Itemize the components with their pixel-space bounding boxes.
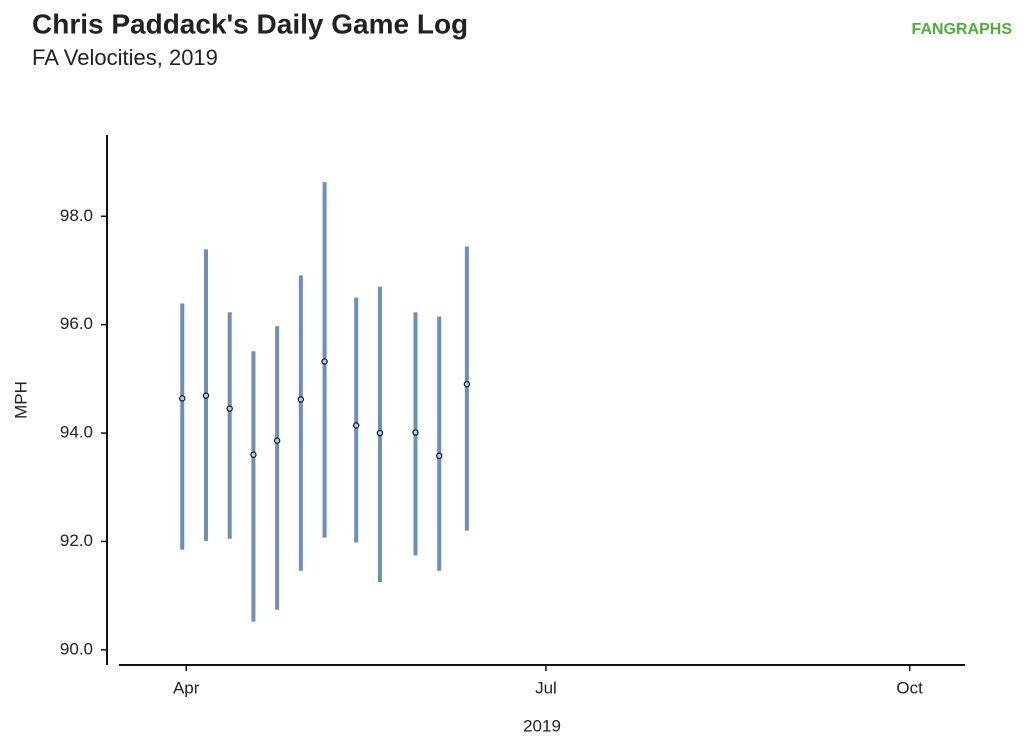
logo: FANGRAPHS bbox=[912, 21, 1013, 38]
chart-title: Chris Paddack's Daily Game Log bbox=[32, 8, 468, 39]
x-tick-label: Jul bbox=[535, 678, 557, 697]
mean-point bbox=[463, 381, 471, 388]
mean-point bbox=[273, 437, 281, 444]
mean-point bbox=[202, 392, 210, 399]
y-axis-label: MPH bbox=[11, 381, 30, 419]
mean-point bbox=[436, 452, 443, 460]
x-tick-label: Apr bbox=[173, 678, 200, 697]
mean-point bbox=[179, 395, 186, 402]
y-tick-label: 94.0 bbox=[60, 423, 93, 442]
mean-point bbox=[376, 429, 384, 437]
y-tick-label: 98.0 bbox=[60, 206, 93, 225]
x-axis-label: 2019 bbox=[523, 716, 561, 735]
y-tick-label: 96.0 bbox=[60, 314, 93, 333]
y-tick-label: 90.0 bbox=[60, 639, 93, 658]
mean-point bbox=[250, 451, 257, 458]
mean-point bbox=[352, 422, 360, 429]
mean-point bbox=[297, 396, 305, 403]
mean-point bbox=[226, 405, 233, 412]
mean-point bbox=[412, 429, 419, 436]
chart-subtitle: FA Velocities, 2019 bbox=[32, 45, 218, 70]
mean-point bbox=[321, 358, 328, 365]
y-tick-label: 92.0 bbox=[60, 531, 93, 550]
x-tick-label: Oct bbox=[896, 678, 923, 697]
